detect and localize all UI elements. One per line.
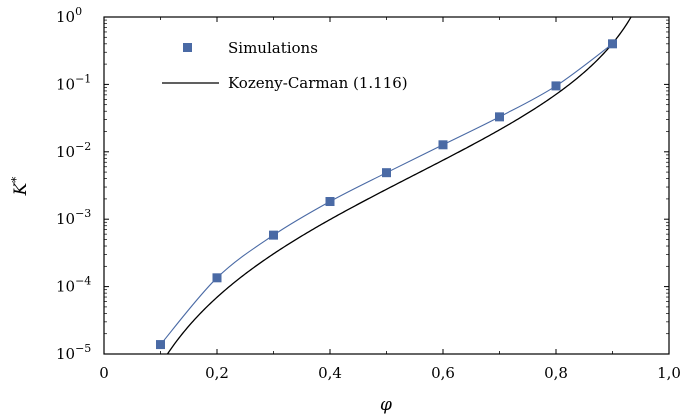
data-point-simulations xyxy=(495,112,504,122)
markers-layer xyxy=(156,39,617,350)
data-point-simulations xyxy=(438,140,448,150)
data-point-simulations xyxy=(382,168,391,178)
y-tick-label: 10−1 xyxy=(56,72,91,93)
x-tick-label: 0,4 xyxy=(318,364,342,382)
x-tick-label: 0,2 xyxy=(205,364,229,382)
data-point-simulations xyxy=(551,81,561,91)
y-tick-label: 100 xyxy=(56,5,82,26)
data-point-simulations xyxy=(269,230,278,240)
x-tick-label: 0 xyxy=(99,364,109,382)
legend-label-simulations: Simulations xyxy=(228,39,318,57)
y-tick-label: 10−3 xyxy=(56,207,91,228)
y-tick-label: 10−4 xyxy=(56,275,91,296)
x-axis-title: φ xyxy=(380,395,392,415)
y-axis-title: K* xyxy=(9,177,31,197)
x-tick-label: 0,8 xyxy=(544,364,568,382)
y-tick-label: 10−2 xyxy=(56,140,91,161)
data-point-simulations xyxy=(156,340,165,350)
x-tick-label: 1,0 xyxy=(657,364,681,382)
legend-label-kozeny-carman: Kozeny-Carman (1.116) xyxy=(228,74,408,92)
series-line-kozeny-carman xyxy=(166,17,632,354)
legend: Simulations Kozeny-Carman (1.116) xyxy=(162,39,408,92)
x-tick-label: 0,6 xyxy=(431,364,455,382)
ticks-layer xyxy=(103,16,670,355)
plot-frame xyxy=(103,16,670,355)
data-point-simulations xyxy=(212,273,222,283)
legend-marker-simulations xyxy=(183,43,192,52)
data-point-simulations xyxy=(608,39,617,49)
y-tick-label: 10−5 xyxy=(56,342,91,363)
data-point-simulations xyxy=(325,197,335,207)
tick-labels-layer: 0 0,2 0,4 0,6 0,8 1,0 10−5 10−4 10−3 10−2 10−1 100 xyxy=(56,5,681,382)
